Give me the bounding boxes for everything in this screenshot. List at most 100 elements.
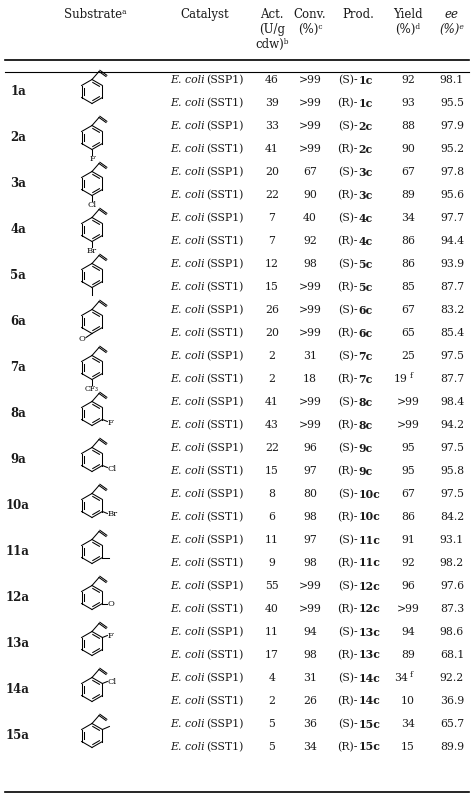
Text: 94.2: 94.2 (440, 420, 464, 430)
Text: Substrateᵃ: Substrateᵃ (64, 8, 126, 21)
Text: 31: 31 (303, 673, 317, 683)
Text: 20: 20 (265, 328, 279, 338)
Text: 2a: 2a (10, 131, 26, 144)
Text: 39: 39 (265, 98, 279, 108)
Text: 55: 55 (265, 581, 279, 591)
Text: (R)-: (R)- (337, 236, 358, 246)
Text: 2: 2 (268, 696, 275, 706)
Text: 6a: 6a (10, 315, 26, 328)
Text: (SST1): (SST1) (206, 696, 243, 706)
Text: 34: 34 (401, 719, 415, 729)
Text: 86: 86 (401, 259, 415, 269)
Text: E. coli: E. coli (170, 512, 205, 522)
Text: 15c: 15c (358, 719, 380, 729)
Text: 88: 88 (401, 121, 415, 131)
Text: 12c: 12c (358, 603, 380, 614)
Text: >99: >99 (299, 98, 321, 108)
Text: 97.9: 97.9 (440, 121, 464, 131)
Text: 7: 7 (269, 213, 275, 223)
Text: E. coli: E. coli (170, 75, 205, 85)
Text: 4c: 4c (358, 235, 373, 246)
Text: (R)-: (R)- (337, 742, 358, 752)
Text: 6c: 6c (358, 328, 373, 339)
Text: (SSP1): (SSP1) (206, 719, 244, 729)
Text: (R)-: (R)- (337, 98, 358, 108)
Text: f: f (410, 671, 413, 679)
Text: 15c: 15c (358, 741, 380, 752)
Text: 94.4: 94.4 (440, 236, 464, 246)
Text: 41: 41 (265, 144, 279, 154)
Text: 95: 95 (401, 443, 415, 453)
Text: 26: 26 (265, 305, 279, 315)
Text: (SST1): (SST1) (206, 282, 243, 292)
Text: Br: Br (108, 511, 118, 519)
Text: 95: 95 (401, 466, 415, 476)
Text: 8c: 8c (358, 396, 373, 407)
Text: (R)-: (R)- (337, 465, 358, 476)
Text: 3c: 3c (358, 167, 373, 178)
Text: >99: >99 (397, 604, 419, 614)
Text: 87.7: 87.7 (440, 374, 464, 384)
Text: (SST1): (SST1) (206, 742, 243, 752)
Text: 14c: 14c (358, 696, 380, 706)
Text: 10: 10 (401, 696, 415, 706)
Text: 84.2: 84.2 (440, 512, 464, 522)
Text: (R)-: (R)- (337, 650, 358, 660)
Text: 12a: 12a (6, 591, 30, 604)
Text: 6c: 6c (358, 304, 373, 316)
Text: E. coli: E. coli (170, 673, 205, 683)
Text: 11: 11 (265, 535, 279, 545)
Text: 68.1: 68.1 (440, 650, 464, 660)
Text: 2c: 2c (358, 120, 373, 132)
Text: 98.1: 98.1 (440, 75, 464, 85)
Text: E. coli: E. coli (170, 282, 205, 292)
Text: 3c: 3c (358, 190, 373, 201)
Text: (SST1): (SST1) (206, 328, 243, 338)
Text: 7a: 7a (10, 361, 26, 374)
Text: E. coli: E. coli (170, 98, 205, 108)
Text: E. coli: E. coli (170, 351, 205, 361)
Text: E. coli: E. coli (170, 167, 205, 177)
Text: 92: 92 (401, 75, 415, 85)
Text: 13a: 13a (6, 637, 30, 650)
Text: 8: 8 (268, 489, 275, 499)
Text: 92.2: 92.2 (440, 673, 464, 683)
Text: (SSP1): (SSP1) (206, 581, 244, 591)
Text: 90: 90 (303, 190, 317, 200)
Text: 1c: 1c (358, 74, 373, 85)
Text: 5a: 5a (10, 269, 26, 282)
Text: 67: 67 (303, 167, 317, 177)
Text: 89: 89 (401, 190, 415, 200)
Text: (SSP1): (SSP1) (206, 443, 244, 453)
Text: (SST1): (SST1) (206, 465, 243, 476)
Text: (S)-: (S)- (338, 443, 358, 453)
Text: (SSP1): (SSP1) (206, 351, 244, 361)
Text: E. coli: E. coli (170, 397, 205, 407)
Text: E. coli: E. coli (170, 305, 205, 315)
Text: 97.8: 97.8 (440, 167, 464, 177)
Text: (SST1): (SST1) (206, 650, 243, 660)
Text: E. coli: E. coli (170, 742, 205, 752)
Text: >99: >99 (397, 397, 419, 407)
Text: 7: 7 (269, 236, 275, 246)
Text: 93.9: 93.9 (440, 259, 464, 269)
Text: Conv.
(%)ᶜ: Conv. (%)ᶜ (294, 8, 326, 36)
Text: (S)-: (S)- (338, 304, 358, 315)
Text: (SSP1): (SSP1) (206, 167, 244, 177)
Text: 19: 19 (394, 374, 408, 384)
Text: 12: 12 (265, 259, 279, 269)
Text: (S)-: (S)- (338, 719, 358, 729)
Text: 83.2: 83.2 (440, 305, 464, 315)
Text: 1a: 1a (10, 85, 26, 98)
Text: Act.
(U/g
cdw)ᵇ: Act. (U/g cdw)ᵇ (255, 8, 289, 51)
Text: 6: 6 (268, 512, 275, 522)
Text: 98: 98 (303, 650, 317, 660)
Text: 92: 92 (401, 558, 415, 568)
Text: 20: 20 (265, 167, 279, 177)
Text: 34: 34 (394, 673, 408, 683)
Text: >99: >99 (299, 282, 321, 292)
Text: 87.7: 87.7 (440, 282, 464, 292)
Text: 15: 15 (265, 466, 279, 476)
Text: 92: 92 (303, 236, 317, 246)
Text: (S)-: (S)- (338, 627, 358, 637)
